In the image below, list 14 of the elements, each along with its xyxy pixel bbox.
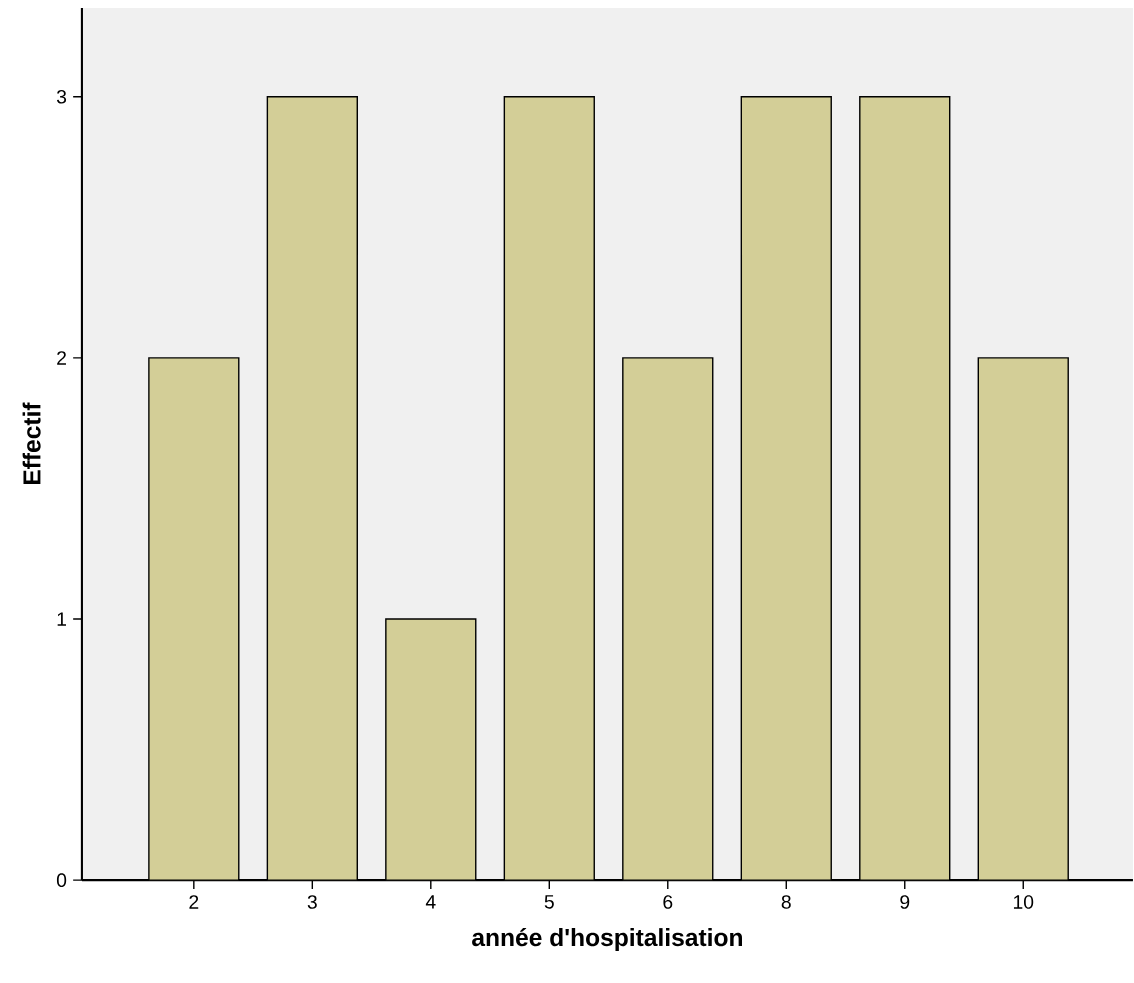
x-tick-label: 2 (189, 895, 199, 909)
y-tick-label: 2 (57, 351, 66, 365)
x-tick-label: 5 (544, 895, 554, 909)
x-tick-label: 8 (781, 895, 791, 909)
y-axis-title: Effectif (22, 402, 41, 485)
x-tick-label: 9 (900, 895, 910, 909)
x-tick-label: 6 (663, 895, 673, 909)
y-tick-label: 1 (57, 612, 67, 626)
y-tick-label: 0 (56, 873, 67, 887)
x-tick-label: 4 (425, 895, 436, 909)
y-tick-label: 3 (56, 89, 67, 104)
x-tick-label: 10 (1013, 895, 1034, 909)
x-tick-label: 3 (307, 895, 317, 909)
x-axis-title: année d'hospitalisation (472, 927, 742, 951)
